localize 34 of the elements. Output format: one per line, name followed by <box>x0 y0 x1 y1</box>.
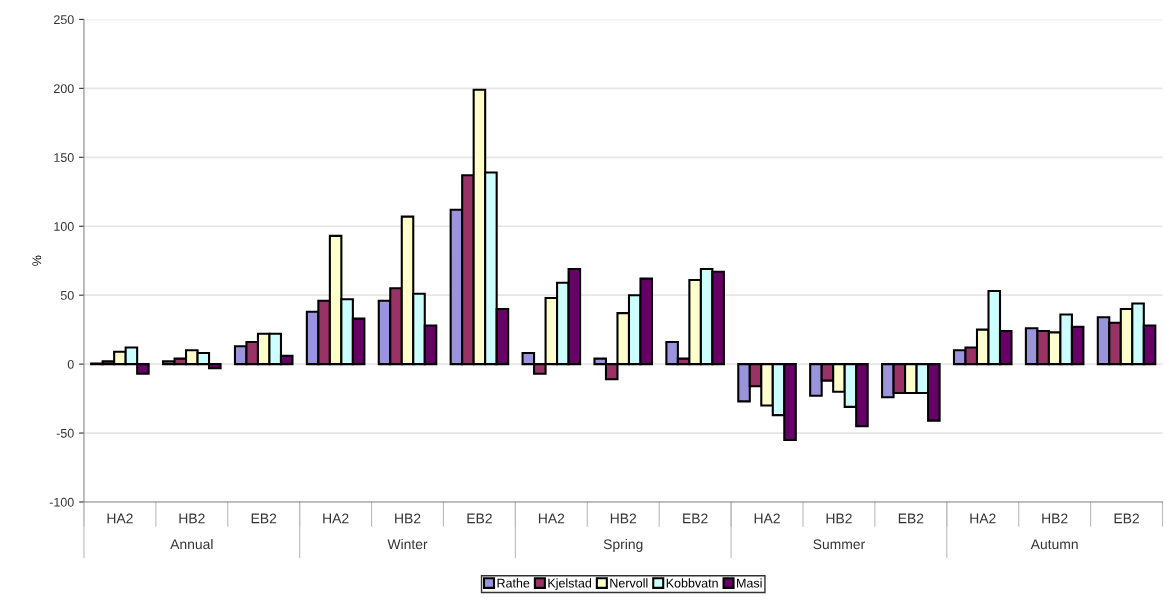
y-tick-label: 250 <box>54 15 74 25</box>
y-axis-title: % <box>32 255 42 266</box>
legend-label: Kobbvatn <box>666 578 718 588</box>
x-tick-label: EB2 <box>251 513 277 524</box>
x-tick-label: EB2 <box>1114 513 1139 524</box>
y-tick-label: 50 <box>60 290 74 300</box>
x-tick-label: HA2 <box>107 513 133 524</box>
x-tick-label: HB2 <box>610 513 637 524</box>
text: Spring <box>603 538 643 552</box>
y-tick-label: -100 <box>49 497 74 507</box>
legend-label: Nervoll <box>610 578 648 588</box>
x-tick-label: EB2 <box>898 513 924 524</box>
text: Winter <box>387 538 428 550</box>
x-tick-label: HA2 <box>538 513 565 524</box>
x-tick-label: HA2 <box>323 513 349 524</box>
legend-label: Kjelstad <box>548 578 592 591</box>
text: Annual <box>170 538 213 550</box>
x-tick-label: HB2 <box>826 513 852 524</box>
x-tick-label: EB2 <box>467 513 492 524</box>
legend-label: Masi <box>737 578 762 588</box>
y-tick-label: -50 <box>56 428 74 438</box>
x-tick-label: HB2 <box>179 513 205 524</box>
y-tick-label: 0 <box>67 359 74 369</box>
text: Summer <box>813 539 865 550</box>
legend-label: Rathe <box>497 578 530 588</box>
x-tick-label: HA2 <box>754 513 780 524</box>
x-tick-label: HA2 <box>970 513 996 524</box>
x-tick-label: HB2 <box>1042 513 1068 524</box>
x-tick-label: EB2 <box>683 513 708 524</box>
x-tick-label: HB2 <box>395 513 421 524</box>
text: Autumn <box>1030 539 1078 550</box>
y-tick-label: 100 <box>54 222 74 231</box>
y-tick-label: 150 <box>54 153 74 162</box>
y-tick-label: 200 <box>54 84 74 94</box>
